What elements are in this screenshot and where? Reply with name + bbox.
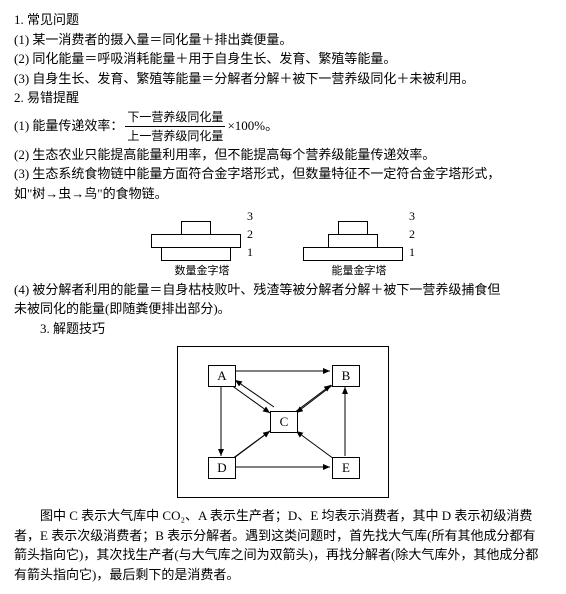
section-common: 1. 常见问题 [14, 10, 552, 30]
section-tips: 2. 易错提醒 [14, 88, 552, 108]
t2: (2) 生态农业只能提高能量利用率，但不能提高每个营养级能量传递效率。 [14, 145, 552, 165]
t3b: 如"树→虫→鸟"的食物链。 [14, 184, 552, 204]
t4b: 未被同化的能量(即随粪便排出部分)。 [14, 299, 552, 319]
cap-energy: 能量金字塔 [332, 263, 387, 280]
pyramids: 3 2 1 数量金字塔 3 2 1 能量金字塔 [14, 207, 552, 280]
diagram-wrap: A B C D E [14, 346, 552, 498]
node-e: E [332, 457, 360, 479]
desc4: 有箭头指向它)，最后剩下的是消费者。 [14, 565, 552, 585]
node-c: C [270, 411, 298, 433]
frac-top: 下一营养级同化量 [125, 108, 225, 127]
pyr-lvl1: 1 [247, 243, 253, 261]
energy-pyramid: 3 2 1 能量金字塔 [303, 207, 415, 280]
frac-bot: 上一营养级同化量 [125, 127, 225, 145]
desc3: 箭头指向它)，其次找生产者(与大气库之间为双箭头)，再找分解者(除大气库外，其他… [14, 545, 552, 565]
number-pyramid: 3 2 1 数量金字塔 [151, 207, 253, 280]
pyr-lvl2: 2 [409, 225, 415, 243]
fraction: 下一营养级同化量 上一营养级同化量 [125, 108, 225, 145]
t3a: (3) 生态系统食物链中能量方面符合金字塔形式，但数量特征不一定符合金字塔形式， [14, 164, 552, 184]
cap-number: 数量金字塔 [175, 263, 230, 280]
section-skill: 3. 解题技巧 [14, 319, 552, 339]
node-a: A [208, 365, 236, 387]
t1-tail: ×100%。 [227, 116, 278, 136]
node-d: D [208, 457, 236, 479]
pyr-lvl3: 3 [409, 207, 415, 225]
t4a: (4) 被分解者利用的能量＝自身枯枝败叶、残渣等被分解者分解＋被下一营养级捕食但 [14, 280, 552, 300]
c3: (3) 自身生长、发育、繁殖等能量＝分解者分解＋被下一营养级同化＋未被利用。 [14, 69, 552, 89]
ecosystem-diagram: A B C D E [177, 346, 389, 498]
c1: (1) 某一消费者的摄入量＝同化量＋排出粪便量。 [14, 30, 552, 50]
pyr-lvl1: 1 [409, 243, 415, 261]
t1-lead: (1) 能量传递效率： [14, 116, 123, 136]
pyr-lvl2: 2 [247, 225, 253, 243]
pyr-lvl3: 3 [247, 207, 253, 225]
desc2: 者，E 表示次级消费者；B 表示分解者。遇到这类问题时，首先找大气库(所有其他成… [14, 526, 552, 546]
desc1: 图中 C 表示大气库中 CO₂、A 表示生产者；D、E 均表示消费者，其中 D … [14, 506, 552, 526]
node-b: B [332, 365, 360, 387]
formula-efficiency: (1) 能量传递效率： 下一营养级同化量 上一营养级同化量 ×100%。 [14, 108, 552, 145]
c2: (2) 同化能量＝呼吸消耗能量＋用于自身生长、发育、繁殖等能量。 [14, 49, 552, 69]
